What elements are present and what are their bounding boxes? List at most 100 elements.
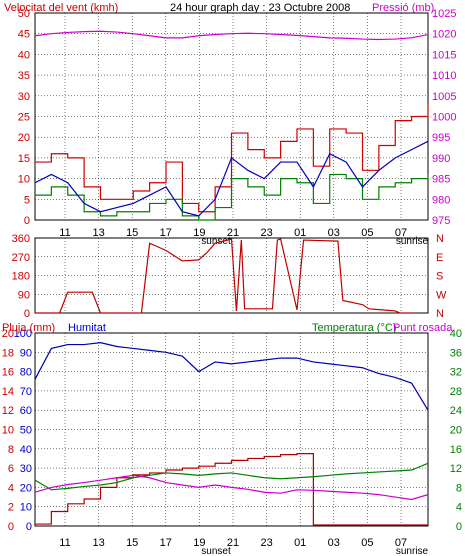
rain-tick-label: 20: [2, 328, 14, 340]
graph-title: 24 hour graph day : 23 Octubre 2008: [170, 2, 350, 14]
pressure-axis-title: Pressió (mb): [372, 2, 434, 14]
humidity-tick-label: 60: [20, 405, 32, 417]
pressure-tick-label: 1025: [432, 8, 456, 20]
wind-tick-label: 35: [18, 70, 30, 82]
direction-tick-label: 0: [24, 308, 30, 320]
pressure-tick-label: 990: [432, 153, 450, 165]
humidity-axis-title: Humitat: [68, 322, 106, 334]
humidity-tick-label: 90: [20, 347, 32, 359]
climate-panel-frame: [34, 332, 429, 527]
temperature-tick-label: 4: [456, 502, 462, 514]
pressure-tick-label: 1000: [432, 112, 456, 124]
wind-tick-label: 20: [18, 132, 30, 144]
pressure-tick-label: 985: [432, 174, 450, 186]
axis-labels: 0510152025303540455097598098599099510001…: [2, 8, 462, 556]
wind-x-tick-label: 01: [294, 227, 306, 239]
climate-x-tick-label: 17: [160, 537, 172, 549]
climate-x-tick-label: 11: [59, 537, 70, 549]
pressure-tick-label: 1010: [432, 70, 456, 82]
wind-x-tick-label: 19: [193, 227, 205, 239]
humidity-tick-label: 0: [26, 521, 32, 533]
temperature-axis-title: Temperatura (°C): [312, 322, 396, 334]
compass-tick-label: W: [436, 289, 447, 301]
wind-x-tick-label: 23: [260, 227, 272, 239]
compass-tick-label: E: [436, 252, 443, 264]
pressure-tick-label: 975: [432, 215, 450, 227]
rain-tick-label: 4: [8, 482, 14, 494]
direction-tick-label: 90: [18, 289, 30, 301]
rain-tick-label: 14: [2, 386, 14, 398]
wind-gust-line: [35, 104, 429, 213]
temperature-tick-label: 36: [450, 347, 462, 359]
compass-tick-label: N: [436, 233, 444, 245]
compass-tick-label: S: [436, 271, 443, 283]
rain-tick-label: 2: [8, 502, 14, 514]
climate-x-tick-label: 03: [328, 537, 340, 549]
chart-series: [34, 30, 429, 526]
climate-x-tick-label: 23: [260, 537, 272, 549]
direction-tick-label: 360: [12, 233, 30, 245]
wind-tick-label: 25: [18, 112, 30, 124]
temperature-tick-label: 12: [450, 463, 462, 475]
humidity-tick-label: 20: [20, 482, 32, 494]
humidity-tick-label: 10: [20, 502, 32, 514]
humidity-tick-label: 70: [20, 386, 32, 398]
wind-axis-title: Velocitat del vent (kmh): [4, 2, 118, 14]
wind-tick-label: 40: [18, 49, 30, 61]
dewpoint-axis-title: Punt rosada: [393, 322, 453, 334]
pressure-tick-label: 980: [432, 194, 450, 206]
direction-tick-label: 270: [12, 252, 30, 264]
wind-tick-label: 5: [24, 194, 30, 206]
climate-sunrise-label: sunrise: [396, 546, 429, 556]
wind-x-tick-label: 07: [395, 227, 407, 239]
humidity-tick-label: 80: [20, 367, 32, 379]
rain-line: [35, 453, 428, 526]
climate-x-tick-label: 05: [361, 537, 373, 549]
compass-tick-label: N: [436, 308, 444, 320]
humidity-line: [34, 342, 429, 411]
rain-tick-label: 6: [8, 463, 14, 475]
climate-x-tick-label: 19: [193, 537, 205, 549]
wind-min-line: [35, 173, 429, 221]
temperature-tick-label: 40: [450, 328, 462, 340]
temperature-tick-label: 24: [450, 405, 462, 417]
wind-tick-label: 0: [24, 215, 30, 227]
wind-x-tick-label: 21: [227, 227, 239, 239]
wind-x-tick-label: 03: [328, 227, 340, 239]
wind-sunrise-label: sunrise: [396, 236, 429, 247]
wind-tick-label: 50: [18, 8, 30, 20]
humidity-tick-label: 100: [14, 328, 32, 340]
wind-x-tick-label: 15: [126, 227, 138, 239]
wind-tick-label: 15: [18, 153, 30, 165]
wind-tick-label: 10: [18, 174, 30, 186]
temperature-tick-label: 20: [450, 425, 462, 437]
temperature-tick-label: 28: [450, 386, 462, 398]
wind-sunset-label: sunset: [201, 236, 231, 247]
pressure-tick-label: 1005: [432, 91, 456, 103]
climate-x-tick-label: 07: [395, 537, 407, 549]
rain-tick-label: 12: [2, 405, 14, 417]
temperature-tick-label: 0: [456, 521, 462, 533]
pressure-line: [34, 30, 429, 41]
climate-x-tick-label: 15: [126, 537, 138, 549]
temperature-tick-label: 8: [456, 482, 462, 494]
direction-panel-frame: [34, 237, 429, 314]
wind-x-tick-label: 13: [92, 227, 104, 239]
rain-tick-label: 10: [2, 425, 14, 437]
rain-tick-label: 8: [8, 444, 14, 456]
wind-direction-line: [35, 238, 412, 314]
wind-avg-line: [34, 140, 429, 217]
wind-x-tick-label: 17: [160, 227, 172, 239]
grid-lines: [35, 12, 428, 527]
wind-x-tick-label: 05: [361, 227, 373, 239]
climate-x-tick-label: 21: [227, 537, 239, 549]
climate-x-tick-label: 13: [92, 537, 104, 549]
wind-tick-label: 30: [18, 91, 30, 103]
wind-tick-label: 45: [18, 29, 30, 41]
rain-tick-label: 0: [8, 521, 14, 533]
direction-tick-label: 180: [12, 271, 30, 283]
dewpoint-line: [34, 474, 429, 501]
climate-sunset-label: sunset: [201, 546, 231, 556]
